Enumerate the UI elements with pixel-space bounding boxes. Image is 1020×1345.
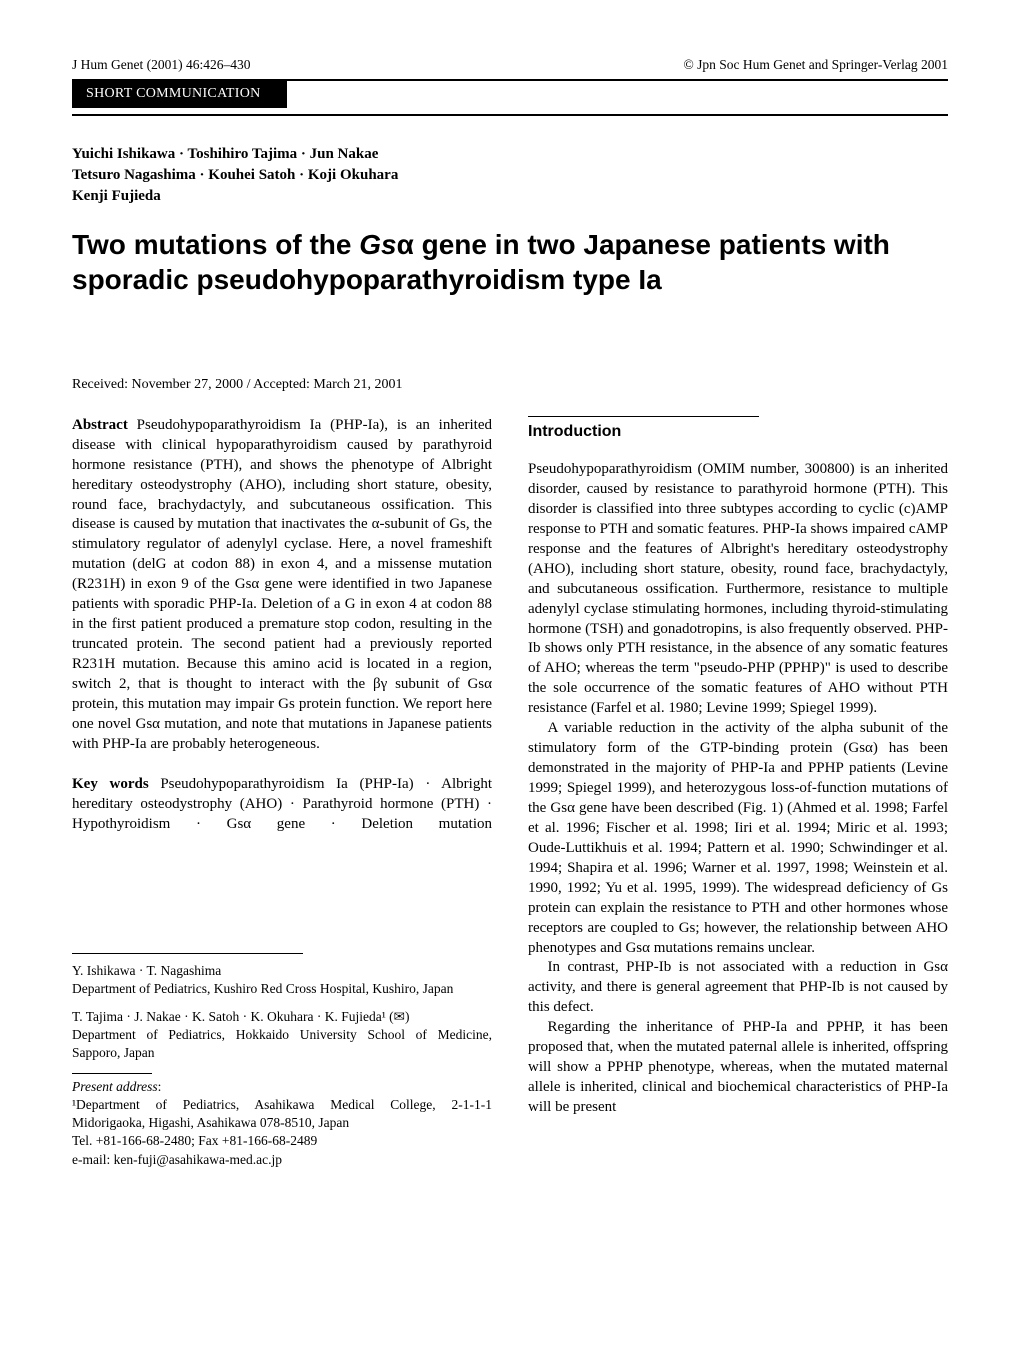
- present-address-label-line: Present address:: [72, 1078, 492, 1096]
- article-title: Two mutations of the Gsα gene in two Jap…: [72, 227, 948, 297]
- abstract-text: Pseudohypoparathyroidism Ia (PHP-Ia), is…: [72, 417, 492, 752]
- abstract-label: Abstract: [72, 417, 128, 433]
- abstract-paragraph: Abstract Pseudohypoparathyroidism Ia (PH…: [72, 416, 492, 755]
- intro-para-2: A variable reduction in the activity of …: [528, 719, 948, 958]
- affiliation-block-2: T. Tajima · J. Nakae · K. Satoh · K. Oku…: [72, 1008, 492, 1063]
- present-address-line-3: e-mail: ken-fuji@asahikawa-med.ac.jp: [72, 1151, 492, 1169]
- right-column: Introduction Pseudohypoparathyroidism (O…: [528, 416, 948, 1169]
- intro-para-1: Pseudohypoparathyroidism (OMIM number, 3…: [528, 460, 948, 719]
- author-list: Yuichi Ishikawa · Toshihiro Tajima · Jun…: [72, 144, 948, 207]
- present-address-colon: :: [158, 1079, 162, 1094]
- journal-citation: J Hum Genet (2001) 46:426–430: [72, 57, 250, 73]
- copyright-line: © Jpn Soc Hum Genet and Springer-Verlag …: [683, 57, 948, 73]
- intro-para-4: Regarding the inheritance of PHP-Ia and …: [528, 1018, 948, 1118]
- affil-address-1: Department of Pediatrics, Kushiro Red Cr…: [72, 980, 492, 998]
- affil-authors-1: Y. Ishikawa · T. Nagashima: [72, 962, 492, 980]
- present-address-line-2: Tel. +81-166-68-2480; Fax +81-166-68-248…: [72, 1132, 492, 1150]
- running-header: J Hum Genet (2001) 46:426–430 © Jpn Soc …: [72, 57, 948, 73]
- present-address-block: Present address: ¹Department of Pediatri…: [72, 1078, 492, 1169]
- present-address-rule: [72, 1073, 152, 1074]
- introduction-heading: Introduction: [528, 416, 759, 442]
- intro-para-3: In contrast, PHP-Ib is not associated wi…: [528, 958, 948, 1018]
- article-type-band: SHORT COMMUNICATION: [72, 81, 287, 108]
- present-address-label: Present address: [72, 1079, 158, 1094]
- received-accepted-dates: Received: November 27, 2000 / Accepted: …: [72, 377, 948, 394]
- affil-address-2: Department of Pediatrics, Hokkaido Unive…: [72, 1026, 492, 1062]
- two-column-body: Abstract Pseudohypoparathyroidism Ia (PH…: [72, 416, 948, 1169]
- keywords-label: Key words: [72, 776, 149, 792]
- header-rule-2: [72, 114, 948, 116]
- left-column: Abstract Pseudohypoparathyroidism Ia (PH…: [72, 416, 492, 1169]
- affil-authors-2: T. Tajima · J. Nakae · K. Satoh · K. Oku…: [72, 1008, 492, 1026]
- present-address-line-1: ¹Department of Pediatrics, Asahikawa Med…: [72, 1096, 492, 1132]
- affiliation-block-1: Y. Ishikawa · T. Nagashima Department of…: [72, 962, 492, 998]
- affiliation-rule: [72, 953, 303, 954]
- keywords-paragraph: Key words Pseudohypoparathyroidism Ia (P…: [72, 775, 492, 835]
